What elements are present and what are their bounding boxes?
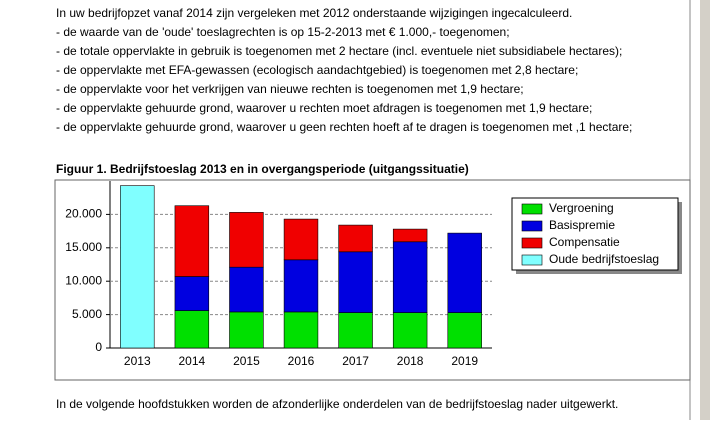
text-line: - de oppervlakte gehuurde grond, waarove… <box>56 120 632 134</box>
bar-segment <box>338 224 373 253</box>
legend-label: Vergroening <box>549 201 614 215</box>
text-line: - de oppervlakte met EFA-gewassen (ecolo… <box>56 63 578 77</box>
bar-segment <box>338 312 373 349</box>
legend-label: Oude bedrijfstoeslag <box>549 252 659 266</box>
y-tick-label: 10.000 <box>65 273 102 287</box>
y-tick-label: 15.000 <box>65 240 102 254</box>
legend-swatch <box>521 237 543 249</box>
legend-label: Basispremie <box>549 218 615 232</box>
bar-segment <box>174 205 210 277</box>
bar-segment <box>283 311 319 349</box>
bar-segment <box>283 218 319 261</box>
y-tick-label: 5.000 <box>72 307 102 321</box>
x-tick-label: 2019 <box>451 354 478 368</box>
bar-segment <box>120 185 155 349</box>
text-line: - de waarde van de 'oude' toeslagrechten… <box>56 25 510 39</box>
legend-swatch <box>521 220 543 232</box>
bar-segment <box>447 232 482 313</box>
x-tick-label: 2018 <box>397 354 424 368</box>
x-tick-label: 2013 <box>124 354 151 368</box>
footer-text: In de volgende hoofdstukken worden de af… <box>56 397 618 411</box>
bar-segment <box>447 312 482 349</box>
y-tick-label: 0 <box>95 340 102 354</box>
legend-label: Compensatie <box>549 235 620 249</box>
x-tick-label: 2017 <box>342 354 369 368</box>
bar-segment <box>283 259 319 313</box>
figure-title: Figuur 1. Bedrijfstoeslag 2013 en in ove… <box>56 162 469 176</box>
bar-segment <box>392 228 428 243</box>
legend-swatch <box>521 203 543 215</box>
text-line: - de oppervlakte voor het verkrijgen van… <box>56 82 524 96</box>
bar-segment <box>392 241 428 313</box>
text-line: - de totale oppervlakte in gebruik is to… <box>56 44 622 58</box>
bar-segment <box>392 312 428 349</box>
x-tick-label: 2015 <box>233 354 260 368</box>
bar-segment <box>174 310 210 349</box>
bar-segment <box>338 251 373 313</box>
x-tick-label: 2016 <box>288 354 315 368</box>
x-tick-label: 2014 <box>179 354 206 368</box>
bar-segment <box>229 266 264 313</box>
bar-segment <box>229 311 264 349</box>
text-line: - de oppervlakte gehuurde grond, waarove… <box>56 101 592 115</box>
text-line: In uw bedrijfopzet vanaf 2014 zijn verge… <box>56 6 572 20</box>
bar-segment <box>229 212 264 268</box>
scrollbar-strip <box>700 0 710 420</box>
legend-swatch <box>521 254 543 266</box>
bar-segment <box>174 276 210 311</box>
y-tick-label: 20.000 <box>65 207 102 221</box>
chart-frame <box>54 179 691 381</box>
